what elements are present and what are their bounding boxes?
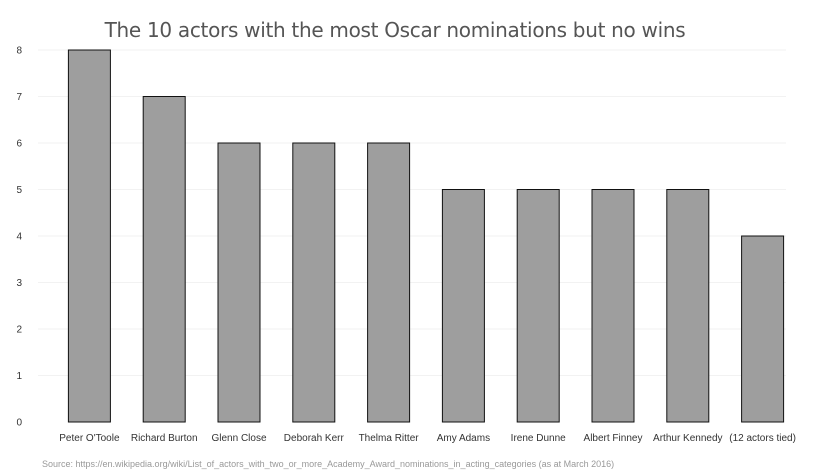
bar-3 [217, 142, 261, 423]
y-tick-label-6: 6 [16, 139, 22, 150]
category-label-2: Richard Burton [131, 433, 198, 444]
chart-title: The 10 actors with the most Oscar nomina… [104, 18, 686, 42]
y-tick-label-8: 8 [16, 46, 22, 57]
category-labels: Peter O'Toole Richard Burton Glenn Close De… [59, 433, 796, 444]
y-tick-label-0: 0 [16, 418, 22, 429]
bar-9 [666, 189, 710, 423]
category-label-3: Glenn Close [211, 433, 266, 444]
bars [67, 49, 785, 423]
bar-4 [292, 142, 336, 423]
category-label-9: Arthur Kennedy [653, 433, 723, 444]
bar-10 [741, 235, 785, 423]
y-tick-label-7: 7 [16, 92, 22, 103]
category-label-5: Thelma Ritter [359, 433, 420, 444]
category-label-7: Irene Dunne [511, 433, 566, 444]
category-label-6: Amy Adams [437, 433, 490, 444]
y-tick-label-5: 5 [16, 185, 22, 196]
y-axis-ticks: 0 1 2 3 4 5 6 7 8 [16, 46, 22, 429]
bar-7 [516, 189, 560, 423]
bar-1 [67, 49, 111, 423]
bar-8 [591, 189, 635, 423]
category-label-8: Albert Finney [584, 433, 643, 444]
category-label-1: Peter O'Toole [59, 433, 120, 444]
bar-2 [142, 96, 186, 423]
y-tick-label-3: 3 [16, 278, 22, 289]
source-note: Source: https://en.wikipedia.org/wiki/Li… [42, 459, 615, 469]
bar-5 [367, 142, 411, 423]
category-label-4: Deborah Kerr [284, 433, 345, 444]
category-label-10: (12 actors tied) [729, 433, 796, 444]
y-tick-label-2: 2 [16, 325, 22, 336]
y-tick-label-4: 4 [16, 232, 22, 243]
y-tick-label-1: 1 [16, 371, 22, 382]
bar-6 [441, 189, 485, 423]
